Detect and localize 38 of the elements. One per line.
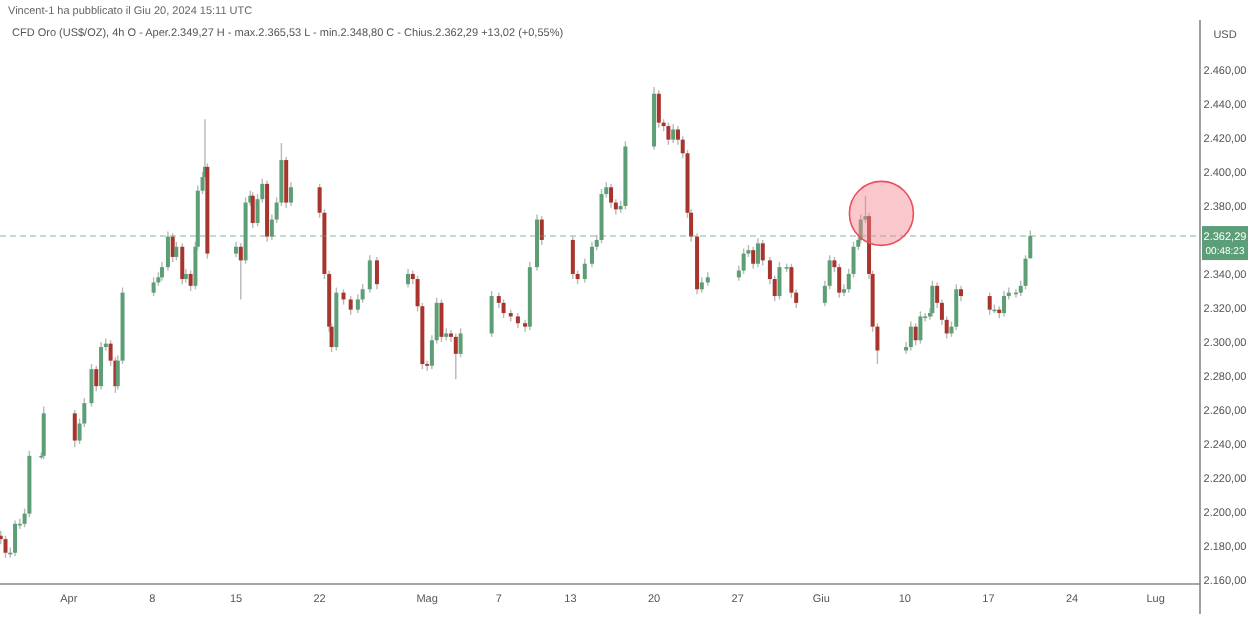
candlestick [987, 291, 992, 316]
candlestick [755, 237, 760, 268]
candlestick [751, 246, 756, 270]
candlestick [705, 271, 710, 287]
candlestick [954, 283, 959, 331]
candlestick [501, 298, 506, 319]
candlestick [99, 341, 104, 391]
candlestick [72, 409, 77, 449]
candlestick [908, 320, 913, 352]
candlestick [89, 363, 94, 408]
candlestick [760, 239, 765, 267]
candlestick [609, 183, 614, 209]
candlestick [1002, 290, 1007, 318]
candlestick [238, 242, 243, 301]
candlestick [489, 290, 494, 338]
candlestick [777, 261, 782, 301]
candlestick [3, 535, 8, 559]
candlestick [374, 256, 379, 290]
candlestick [367, 254, 372, 294]
candlestick [741, 247, 746, 275]
candlestick [589, 240, 594, 268]
candlestick [174, 240, 179, 262]
candlestick [599, 188, 604, 245]
candlestick [151, 276, 156, 297]
candlestick [570, 235, 575, 280]
candlestick [582, 257, 587, 284]
candlestick [13, 519, 18, 557]
candlestick [348, 295, 353, 316]
candlestick [837, 263, 842, 299]
candlestick [406, 268, 411, 289]
candlestick [918, 310, 923, 345]
candlestick [913, 322, 918, 347]
candlestick [535, 213, 540, 272]
candlestick [188, 269, 193, 292]
candlestick [666, 121, 671, 146]
candlestick [671, 123, 676, 144]
candlestick [453, 332, 458, 381]
candlestick [439, 298, 444, 343]
